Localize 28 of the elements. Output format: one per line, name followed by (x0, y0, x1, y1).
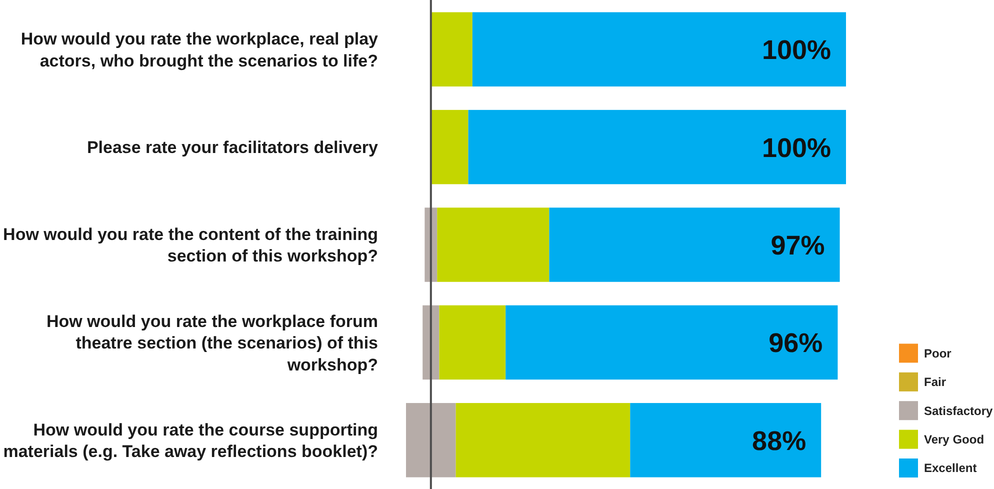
bar (472, 12, 846, 86)
annotation: 88% (752, 426, 806, 456)
bar (437, 208, 550, 282)
annotation: 97% (770, 230, 825, 260)
bar (630, 403, 822, 478)
legend-label: Excellent (924, 461, 977, 476)
bar (430, 12, 472, 86)
bar (430, 403, 456, 478)
y-tick-label: Please rate your facilitators delivery (86, 138, 379, 158)
bar (506, 305, 838, 380)
y-tick-label: How would you rate the content of the training section of this workshop? (3, 225, 378, 266)
annotation: 96% (768, 328, 823, 358)
annotation: 100% (762, 132, 831, 163)
bar (468, 110, 846, 184)
bar (430, 110, 468, 184)
bar (422, 305, 431, 380)
legend-label: Satisfactory (924, 404, 994, 418)
y-tick-label: How would you rate the course supporting materials (e.g. Take away reflections booklet)? (3, 420, 378, 462)
bar (439, 305, 506, 380)
bar (456, 403, 630, 478)
annotation: 100% (762, 35, 831, 66)
y-tick-label: How would you rate the workplace forum theatre section (the scenarios) of this workshop? (46, 312, 378, 374)
bar (406, 403, 431, 478)
legend-label: Very Good (924, 432, 984, 446)
bar (549, 208, 840, 282)
legend-label: Poor (924, 346, 952, 360)
legend-label: Fair (924, 375, 946, 390)
y-tick-label: How would you rate the workplace, real play actors, who brought the scenarios to life? (20, 30, 379, 70)
